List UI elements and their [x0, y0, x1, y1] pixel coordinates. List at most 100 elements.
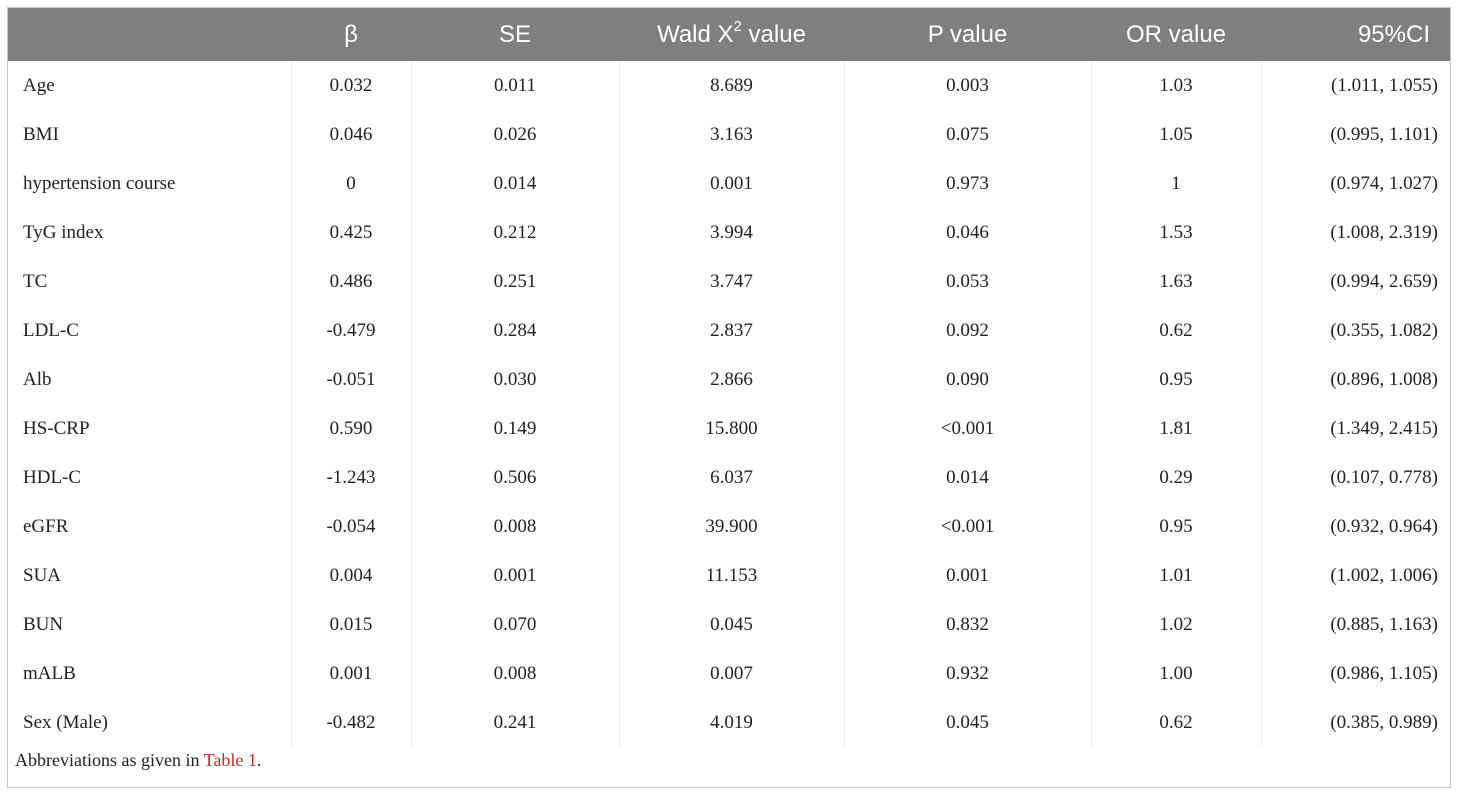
cell-variable: SUA — [8, 551, 292, 600]
table-row: SUA 0.004 0.001 11.153 0.001 1.01 (1.002… — [8, 551, 1450, 600]
cell-beta: 0.425 — [291, 208, 412, 257]
cell-p-value: 0.003 — [844, 61, 1092, 110]
cell-p-value: 0.014 — [844, 453, 1092, 502]
cell-p-value: 0.973 — [844, 159, 1092, 208]
cell-ci: (0.107, 0.778) — [1330, 466, 1438, 488]
cell-or-value: 1.01 — [1091, 551, 1262, 600]
cell-wald: 15.800 — [619, 404, 845, 453]
cell-or-value: 0.95 — [1091, 355, 1262, 404]
cell-beta: 0.001 — [291, 649, 412, 698]
cell-wald: 0.007 — [619, 649, 845, 698]
table-row: LDL-C -0.479 0.284 2.837 0.092 0.62 (0.3… — [8, 306, 1450, 355]
cell-or-value: 0.29 — [1091, 453, 1262, 502]
table-row: Alb -0.051 0.030 2.866 0.090 0.95 (0.896… — [8, 355, 1450, 404]
header-wald-suffix: value — [741, 20, 806, 48]
cell-se: 0.008 — [411, 649, 620, 698]
cell-variable: Sex (Male) — [8, 698, 292, 747]
table-row: eGFR -0.054 0.008 39.900 <0.001 0.95 (0.… — [8, 502, 1450, 551]
cell-wald: 0.001 — [619, 159, 845, 208]
cell-wald: 3.163 — [619, 110, 845, 159]
cell-variable: Age — [8, 61, 292, 110]
table-row: BMI 0.046 0.026 3.163 0.075 1.05 (0.995,… — [8, 110, 1450, 159]
cell-ci: (1.008, 2.319) — [1330, 221, 1438, 243]
cell-ci: (0.885, 1.163) — [1330, 613, 1438, 635]
cell-se: 0.506 — [411, 453, 620, 502]
header-variable — [8, 8, 291, 61]
table-body: Age 0.032 0.011 8.689 0.003 1.03 (1.011,… — [8, 61, 1450, 747]
cell-ci: (0.986, 1.105) — [1330, 662, 1438, 684]
cell-p-value: 0.001 — [844, 551, 1092, 600]
cell-variable: TyG index — [8, 208, 292, 257]
footnote-prefix: Abbreviations as given in — [15, 750, 204, 770]
cell-wald: 2.837 — [619, 306, 845, 355]
table-row: Age 0.032 0.011 8.689 0.003 1.03 (1.011,… — [8, 61, 1450, 110]
cell-ci: (0.932, 0.964) — [1330, 515, 1438, 537]
cell-p-value: <0.001 — [844, 404, 1092, 453]
table-row: mALB 0.001 0.008 0.007 0.932 1.00 (0.986… — [8, 649, 1450, 698]
cell-or-value: 0.62 — [1091, 698, 1262, 747]
table-row: TC 0.486 0.251 3.747 0.053 1.63 (0.994, … — [8, 257, 1450, 306]
cell-beta: -0.051 — [291, 355, 412, 404]
cell-ci: (1.011, 1.055) — [1331, 74, 1438, 96]
cell-wald: 11.153 — [619, 551, 845, 600]
cell-beta: 0.004 — [291, 551, 412, 600]
cell-ci: (1.349, 2.415) — [1330, 417, 1438, 439]
table-1-link[interactable]: Table 1 — [203, 750, 257, 770]
cell-ci: (0.385, 0.989) — [1330, 711, 1438, 733]
cell-variable: eGFR — [8, 502, 292, 551]
cell-beta: -1.243 — [291, 453, 412, 502]
cell-variable: hypertension course — [8, 159, 292, 208]
table-footnote: Abbreviations as given in Table 1. — [15, 750, 261, 771]
cell-variable: BMI — [8, 110, 292, 159]
cell-p-value: 0.092 — [844, 306, 1092, 355]
regression-table: β SE Wald X2 value P value OR value 95%C… — [8, 8, 1450, 747]
cell-wald: 2.866 — [619, 355, 845, 404]
cell-ci: (0.974, 1.027) — [1330, 172, 1438, 194]
cell-se: 0.001 — [411, 551, 620, 600]
header-or-value: OR value — [1125, 20, 1227, 48]
cell-se: 0.014 — [411, 159, 620, 208]
table-header-row: β SE Wald X2 value P value OR value 95%C… — [8, 8, 1450, 61]
cell-p-value: 0.932 — [844, 649, 1092, 698]
header-beta: β — [344, 20, 358, 48]
cell-variable: TC — [8, 257, 292, 306]
cell-se: 0.030 — [411, 355, 620, 404]
cell-variable: mALB — [8, 649, 292, 698]
cell-or-value: 1.00 — [1091, 649, 1262, 698]
cell-variable: Alb — [8, 355, 292, 404]
table-row: Sex (Male) -0.482 0.241 4.019 0.045 0.62… — [8, 698, 1450, 747]
cell-ci: (0.896, 1.008) — [1330, 368, 1438, 390]
cell-p-value: 0.832 — [844, 600, 1092, 649]
cell-se: 0.008 — [411, 502, 620, 551]
header-wald-superscript: 2 — [733, 17, 742, 35]
cell-variable: LDL-C — [8, 306, 292, 355]
cell-variable: HDL-C — [8, 453, 292, 502]
cell-or-value: 1 — [1091, 159, 1262, 208]
cell-p-value: <0.001 — [844, 502, 1092, 551]
cell-or-value: 0.95 — [1091, 502, 1262, 551]
cell-ci: (1.002, 1.006) — [1330, 564, 1438, 586]
cell-p-value: 0.046 — [844, 208, 1092, 257]
cell-wald: 3.747 — [619, 257, 845, 306]
cell-ci: (0.995, 1.101) — [1330, 123, 1438, 145]
cell-wald: 0.045 — [619, 600, 845, 649]
cell-or-value: 1.53 — [1091, 208, 1262, 257]
cell-beta: 0.015 — [291, 600, 412, 649]
cell-beta: 0.046 — [291, 110, 412, 159]
cell-or-value: 1.03 — [1091, 61, 1262, 110]
cell-se: 0.149 — [411, 404, 620, 453]
regression-table-frame: β SE Wald X2 value P value OR value 95%C… — [7, 7, 1451, 788]
cell-se: 0.241 — [411, 698, 620, 747]
cell-beta: -0.479 — [291, 306, 412, 355]
header-p-value: P value — [927, 20, 1008, 48]
cell-wald: 6.037 — [619, 453, 845, 502]
table-row: TyG index 0.425 0.212 3.994 0.046 1.53 (… — [8, 208, 1450, 257]
cell-p-value: 0.053 — [844, 257, 1092, 306]
cell-variable: BUN — [8, 600, 292, 649]
cell-se: 0.011 — [411, 61, 620, 110]
cell-or-value: 1.63 — [1091, 257, 1262, 306]
header-ci: 95%CI — [1357, 20, 1430, 48]
cell-se: 0.212 — [411, 208, 620, 257]
table-row: HDL-C -1.243 0.506 6.037 0.014 0.29 (0.1… — [8, 453, 1450, 502]
cell-se: 0.026 — [411, 110, 620, 159]
